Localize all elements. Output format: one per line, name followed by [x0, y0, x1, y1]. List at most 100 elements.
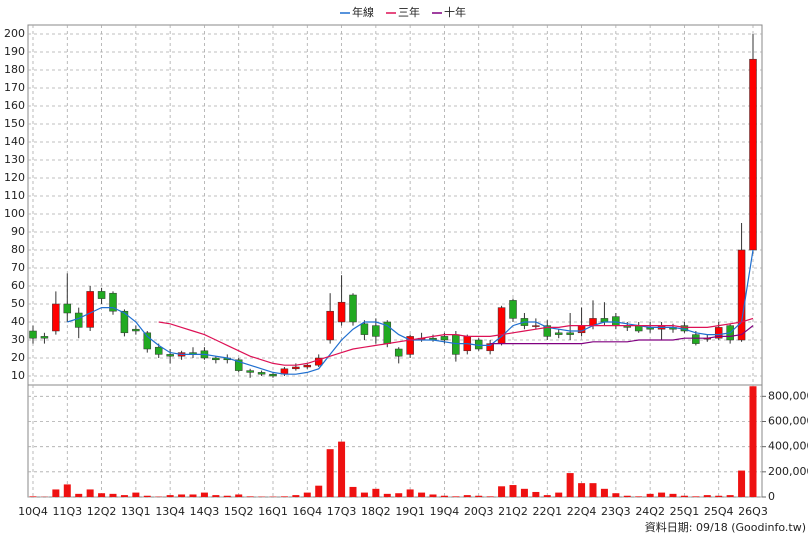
volume-bar	[600, 488, 608, 497]
candle-body	[360, 323, 369, 335]
volume-bar	[406, 489, 414, 497]
candle-body	[257, 372, 266, 375]
candle-body	[212, 357, 220, 361]
volume-bar	[178, 494, 186, 497]
candle-body	[74, 312, 83, 328]
x-tick-label: 14Q3	[190, 505, 220, 518]
y-tick-label: 70	[11, 261, 25, 274]
volume-bar	[200, 492, 208, 497]
ma-line	[158, 317, 754, 366]
y-tick-label: 140	[4, 135, 25, 148]
volume-bar	[749, 386, 757, 497]
y-tick-label: 90	[11, 225, 25, 238]
volume-bar	[315, 485, 323, 497]
x-tick-label: 11Q3	[52, 505, 82, 518]
x-tick-label: 24Q2	[635, 505, 665, 518]
candle-body	[532, 325, 540, 327]
x-tick-label: 20Q3	[464, 505, 494, 518]
candle-body	[349, 294, 357, 323]
candle-body	[612, 316, 620, 326]
volume-bar	[52, 489, 60, 497]
x-tick-label: 25Q4	[704, 505, 734, 518]
y-tick-label: 120	[4, 171, 25, 184]
ma-line	[490, 325, 754, 345]
candle-body	[246, 370, 254, 373]
volume-bar	[63, 484, 71, 497]
volume-bar	[703, 495, 711, 497]
y-tick-label: 60	[11, 279, 25, 292]
x-tick-label: 13Q4	[155, 505, 185, 518]
x-tick-label: 16Q1	[258, 505, 288, 518]
volume-bar	[143, 495, 151, 497]
volume-bar	[635, 496, 643, 497]
volume-bar	[166, 495, 174, 497]
y-tick-label: 150	[4, 117, 25, 130]
y-tick-label: 40	[11, 315, 25, 328]
volume-bar	[452, 496, 460, 497]
x-tick-label: 21Q2	[498, 505, 528, 518]
x-tick-label: 13Q1	[121, 505, 151, 518]
volume-bar	[98, 493, 106, 497]
y-tick-label: 130	[4, 153, 25, 166]
candle-body	[269, 373, 277, 377]
volume-bar	[189, 494, 197, 497]
volume-bar	[326, 449, 334, 497]
volume-bar	[29, 496, 37, 497]
volume-bar	[303, 492, 311, 497]
volume-panel	[27, 384, 763, 498]
candle-body	[143, 332, 152, 350]
candle-body	[554, 332, 563, 335]
candle-body	[406, 336, 414, 355]
volume-bar	[726, 495, 734, 497]
volume-bar	[498, 486, 506, 497]
candle-body	[566, 332, 574, 335]
candle-body	[440, 336, 449, 341]
volume-bar	[669, 493, 677, 497]
x-tick-label: 25Q1	[670, 505, 700, 518]
volume-bar	[612, 493, 620, 497]
y-tick-label: 190	[4, 45, 25, 58]
volume-bar	[246, 496, 254, 497]
x-tick-label: 15Q2	[224, 505, 254, 518]
candle-body	[543, 325, 552, 337]
x-tick-label: 22Q1	[532, 505, 562, 518]
x-tick-label: 10Q4	[18, 505, 48, 518]
volume-bar	[223, 495, 231, 497]
volume-bar	[463, 495, 471, 497]
candle-body	[29, 330, 37, 339]
y-tick-label: 100	[4, 207, 25, 220]
x-tick-label: 12Q2	[87, 505, 117, 518]
y2-tick-label: 800,000	[768, 389, 808, 402]
y2-tick-label: 600,000	[768, 414, 808, 427]
y-tick-label: 200	[4, 27, 25, 40]
volume-bar	[680, 495, 688, 497]
volume-bar	[692, 496, 700, 497]
volume-bar	[360, 492, 368, 497]
candle-body	[234, 359, 243, 371]
candle-body	[120, 310, 129, 334]
volume-bar	[578, 483, 586, 497]
volume-bar	[75, 493, 83, 497]
y-tick-label: 160	[4, 99, 25, 112]
y2-tick-label: 400,000	[768, 440, 808, 453]
candle-body	[109, 292, 117, 312]
candle-body	[692, 334, 700, 344]
volume-bar	[349, 486, 357, 497]
volume-bar	[658, 492, 666, 497]
y-tick-label: 80	[11, 243, 25, 256]
volume-bar	[120, 495, 128, 497]
volume-bar	[212, 495, 220, 497]
volume-bar	[509, 485, 517, 497]
y-tick-label: 30	[11, 333, 25, 346]
volume-bar	[475, 495, 483, 497]
legend-label: 年線	[352, 5, 374, 19]
candle-body	[337, 301, 346, 323]
volume-bar	[589, 483, 597, 497]
volume-bar	[555, 492, 563, 497]
candle-body	[40, 336, 49, 339]
x-tick-label: 19Q1	[395, 505, 425, 518]
volume-bar	[372, 488, 380, 497]
volume-bar	[292, 495, 300, 497]
